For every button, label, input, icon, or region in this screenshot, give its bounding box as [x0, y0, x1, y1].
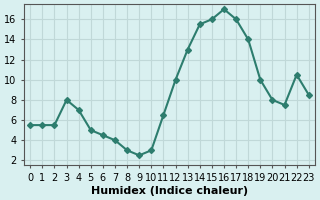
- X-axis label: Humidex (Indice chaleur): Humidex (Indice chaleur): [91, 186, 248, 196]
